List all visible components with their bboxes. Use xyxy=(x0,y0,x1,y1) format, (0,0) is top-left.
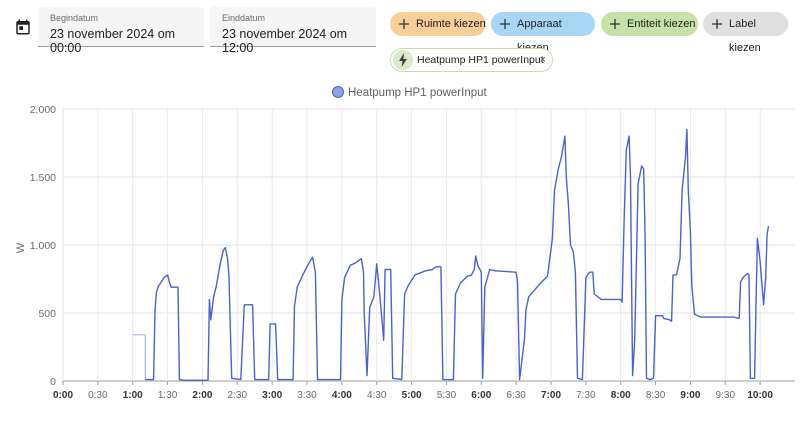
x-tick-label: 6:30 xyxy=(506,390,526,401)
y-tick-label: 1.000 xyxy=(30,240,56,252)
series-line-unavailable xyxy=(132,334,146,380)
close-icon[interactable]: × xyxy=(539,54,546,66)
x-tick-label: 4:30 xyxy=(367,390,387,401)
start-date-value: 23 november 2024 om 00:00 xyxy=(50,27,176,55)
start-date-field[interactable]: Begindatum 23 november 2024 om 00:00 xyxy=(38,7,204,55)
x-tick-label: 1:30 xyxy=(158,390,178,401)
start-date-label: Begindatum xyxy=(50,13,99,23)
series-line[interactable] xyxy=(145,128,770,381)
selected-entity-name: Heatpump HP1 powerInput xyxy=(417,54,544,66)
series-heatpump-hp1 xyxy=(132,128,770,381)
x-axis: 0:00 0:30 1:00 1:30 2:00 2:30 3:00 3:30 4:00 4:30… xyxy=(53,381,773,401)
x-tick-label: 7:30 xyxy=(576,390,596,401)
plus-icon xyxy=(610,19,620,29)
plus-icon xyxy=(399,19,409,29)
x-tick-label: 3:30 xyxy=(297,390,317,401)
x-tick-label: 5:00 xyxy=(402,390,422,401)
chart-legend[interactable]: Heatpump HP1 powerInput xyxy=(332,86,488,100)
x-tick-label: 2:30 xyxy=(228,390,248,401)
end-date-value: 23 november 2024 om 12:00 xyxy=(222,27,348,55)
x-tick-label: 9:30 xyxy=(716,390,736,401)
x-tick-label: 6:00 xyxy=(471,390,491,401)
bottom-strip xyxy=(0,410,800,430)
y-axis: 0 500 1.000 1.500 2.000 xyxy=(30,104,56,388)
lightning-bolt-icon xyxy=(393,50,413,70)
x-tick-label: 8:30 xyxy=(646,390,666,401)
y-tick-label: 1.500 xyxy=(30,172,56,184)
end-date-label: Einddatum xyxy=(222,13,266,23)
selected-entity-chip[interactable]: Heatpump HP1 powerInput × xyxy=(390,48,553,72)
x-tick-label: 0:30 xyxy=(88,390,108,401)
y-tick-label: 0 xyxy=(50,376,56,388)
power-chart: Heatpump HP1 powerInput 0 500 1.000 1.500 2.… xyxy=(15,86,795,401)
choose-area-chip[interactable]: Ruimte kiezen xyxy=(390,12,486,36)
x-tick-label: 4:00 xyxy=(332,390,352,401)
x-tick-label: 10:00 xyxy=(747,390,773,401)
legend-marker xyxy=(332,86,344,98)
plus-icon xyxy=(500,19,510,29)
choose-area-label: Ruimte kiezen xyxy=(416,18,486,30)
x-tick-label: 7:00 xyxy=(541,390,561,401)
plus-icon xyxy=(712,19,722,29)
y-tick-label: 2.000 xyxy=(30,104,56,116)
choose-label-chip[interactable]: Label kiezen xyxy=(703,12,788,54)
x-tick-label: 8:00 xyxy=(611,390,631,401)
end-date-field[interactable]: Einddatum 23 november 2024 om 12:00 xyxy=(210,7,376,55)
y-tick-label: 500 xyxy=(38,308,56,320)
x-tick-label: 0:00 xyxy=(53,390,73,401)
choose-entity-label: Entiteit kiezen xyxy=(627,18,696,30)
x-tick-label: 9:00 xyxy=(680,390,700,401)
x-tick-label: 1:00 xyxy=(123,390,143,401)
x-tick-label: 2:00 xyxy=(192,390,212,401)
y-axis-label: W xyxy=(15,242,27,253)
legend-label: Heatpump HP1 powerInput xyxy=(348,87,488,99)
x-tick-label: 3:00 xyxy=(262,390,282,401)
choose-device-chip[interactable]: Apparaat kiezen xyxy=(491,12,595,54)
choose-label-label: Label kiezen xyxy=(729,18,761,54)
choose-entity-chip[interactable]: Entiteit kiezen xyxy=(601,12,698,36)
x-tick-label: 5:30 xyxy=(437,390,457,401)
calendar-icon[interactable] xyxy=(14,18,32,36)
